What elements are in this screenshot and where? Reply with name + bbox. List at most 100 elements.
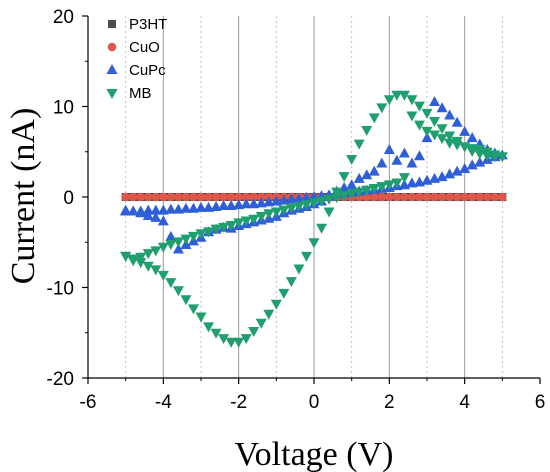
data-point	[429, 130, 441, 141]
data-point	[157, 204, 169, 215]
data-point	[270, 195, 282, 206]
data-point	[187, 304, 199, 315]
data-point	[466, 159, 478, 170]
data-point	[136, 192, 146, 202]
data-point	[413, 150, 425, 161]
data-point	[248, 326, 260, 337]
data-point	[475, 192, 485, 202]
data-point	[187, 202, 199, 213]
data-point	[142, 204, 154, 215]
data-point	[157, 242, 169, 253]
data-point	[174, 192, 183, 202]
x-tick-label: 4	[459, 392, 470, 413]
data-point	[233, 199, 245, 210]
data-point	[323, 207, 335, 218]
data-point	[398, 173, 410, 184]
data-point	[444, 131, 456, 142]
legend: P3HT CuO CuPc MB	[106, 16, 167, 102]
data-point	[406, 177, 418, 188]
data-point	[391, 90, 403, 101]
data-point	[172, 237, 184, 248]
data-point	[240, 198, 252, 209]
data-point	[398, 147, 410, 158]
data-point	[369, 192, 379, 202]
data-point	[346, 179, 358, 190]
data-point	[353, 139, 365, 150]
data-point	[165, 203, 177, 214]
data-point	[127, 205, 139, 216]
data-point	[422, 192, 432, 202]
data-point	[430, 192, 439, 202]
data-point	[172, 243, 184, 254]
data-point	[361, 169, 373, 180]
series-mb	[120, 90, 508, 348]
data-point	[120, 204, 132, 215]
data-point	[255, 212, 267, 223]
data-point	[481, 147, 493, 158]
data-point	[498, 192, 507, 202]
data-point	[150, 204, 162, 215]
data-point	[211, 192, 221, 202]
legend-label: CuO	[129, 39, 160, 56]
data-point	[490, 192, 500, 202]
data-point	[467, 192, 477, 202]
data-point	[451, 165, 463, 176]
data-point	[180, 202, 192, 213]
legend-item: CuO	[107, 39, 160, 56]
data-point	[181, 192, 191, 202]
data-point	[400, 192, 409, 202]
data-point	[406, 111, 418, 122]
data-point	[437, 192, 447, 202]
data-point	[203, 201, 215, 212]
data-point	[263, 309, 275, 320]
x-tick-label: 6	[535, 392, 546, 413]
data-point	[293, 264, 305, 275]
data-point	[172, 286, 184, 297]
data-point	[460, 192, 469, 202]
data-point	[128, 192, 138, 202]
data-point	[203, 322, 215, 333]
data-point	[263, 196, 275, 207]
data-point	[278, 194, 290, 205]
data-point	[143, 192, 153, 202]
data-point	[187, 231, 199, 242]
data-point	[391, 154, 403, 165]
data-point	[451, 140, 463, 151]
data-point	[459, 162, 471, 173]
data-point	[436, 124, 448, 135]
data-point	[445, 192, 454, 202]
data-point	[308, 238, 320, 249]
data-point	[233, 337, 245, 348]
data-point	[234, 192, 243, 202]
data-point	[406, 157, 418, 168]
data-point	[429, 116, 441, 127]
data-point	[249, 192, 259, 202]
data-series	[120, 90, 508, 348]
x-tick-label: -4	[155, 392, 172, 413]
data-point	[157, 270, 169, 281]
legend-marker	[108, 20, 116, 28]
data-point	[331, 187, 343, 198]
legend-item: MB	[106, 85, 152, 102]
data-point	[180, 234, 192, 245]
data-point	[368, 165, 380, 176]
data-point	[195, 312, 207, 323]
data-point	[421, 126, 433, 137]
x-axis-title: Voltage (V)	[235, 436, 394, 472]
data-point	[385, 192, 394, 202]
data-point	[166, 192, 176, 202]
data-point	[452, 192, 462, 202]
data-point	[383, 143, 395, 154]
data-point	[241, 192, 251, 202]
data-point	[338, 172, 350, 183]
legend-label: CuPc	[129, 62, 166, 79]
data-point	[263, 209, 275, 220]
data-point	[159, 192, 168, 202]
x-tick-label: 2	[384, 392, 395, 413]
data-point	[300, 251, 312, 262]
data-point	[121, 192, 130, 202]
data-point	[150, 265, 162, 276]
legend-item: CuPc	[106, 62, 166, 79]
